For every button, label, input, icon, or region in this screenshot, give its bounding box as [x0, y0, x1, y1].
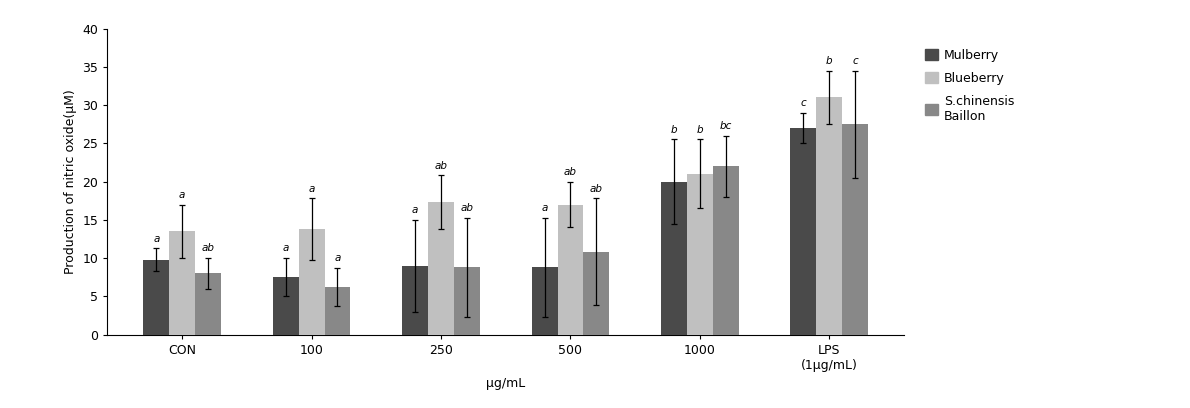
Bar	[143, 259, 169, 335]
Bar	[816, 98, 843, 335]
Text: b: b	[671, 125, 677, 135]
Bar	[299, 229, 325, 335]
Bar	[402, 266, 428, 335]
Bar	[428, 202, 453, 335]
X-axis label: μg/mL: μg/mL	[487, 377, 525, 390]
Text: a: a	[412, 205, 419, 215]
Text: bc: bc	[720, 121, 732, 131]
Bar	[662, 182, 687, 335]
Text: b: b	[696, 125, 703, 135]
Text: b: b	[826, 56, 833, 66]
Text: ab: ab	[201, 244, 214, 253]
Text: a: a	[154, 233, 159, 244]
Bar	[713, 166, 739, 335]
Legend: Mulberry, Blueberry, S.chinensis
Baillon: Mulberry, Blueberry, S.chinensis Baillon	[920, 44, 1020, 128]
Text: ab: ab	[564, 167, 577, 177]
Bar	[583, 252, 609, 335]
Text: a: a	[178, 190, 186, 200]
Text: ab: ab	[434, 161, 447, 171]
Bar	[169, 231, 195, 335]
Bar	[790, 128, 816, 335]
Bar	[532, 267, 558, 335]
Text: c: c	[801, 98, 807, 108]
Bar	[325, 287, 350, 335]
Text: a: a	[308, 184, 315, 194]
Text: a: a	[541, 203, 547, 213]
Text: a: a	[334, 253, 340, 264]
Bar	[558, 204, 583, 335]
Bar	[687, 174, 713, 335]
Bar	[273, 277, 299, 335]
Text: c: c	[852, 56, 858, 66]
Y-axis label: Production of nitric oxide(μM): Production of nitric oxide(μM)	[63, 89, 76, 274]
Bar	[195, 273, 221, 335]
Text: ab: ab	[590, 184, 603, 194]
Bar	[843, 124, 869, 335]
Bar	[453, 267, 480, 335]
Text: a: a	[282, 244, 289, 253]
Text: ab: ab	[461, 203, 474, 213]
